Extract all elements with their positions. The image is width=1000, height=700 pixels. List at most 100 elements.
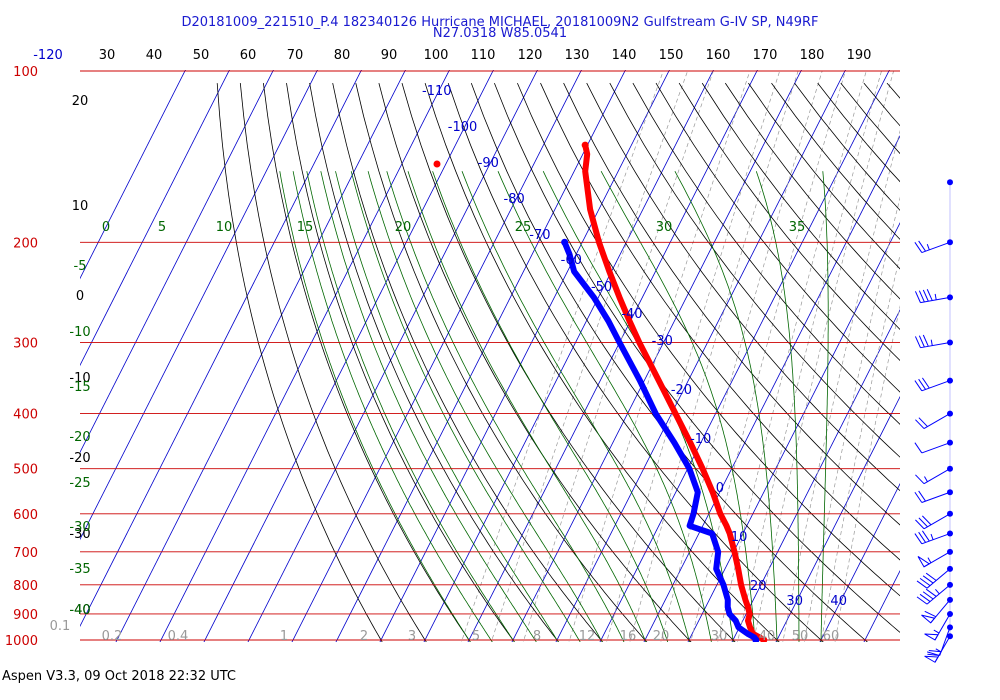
wind-barb-flag <box>922 289 929 302</box>
pressure-label: 700 <box>13 546 38 561</box>
moist-adiabat-label: 30 <box>656 220 673 235</box>
dry-adiabat-line <box>263 83 471 642</box>
temperature-profile-point <box>760 636 768 642</box>
isotherm-line <box>247 70 538 642</box>
wind-barb <box>914 289 953 304</box>
dry-adiabat-label: 0 <box>76 289 84 304</box>
isotherm-line <box>863 569 900 642</box>
isotherm-line <box>335 70 626 642</box>
dry-adiabat-label: -20 <box>69 451 90 466</box>
dry-adiabat-label: -10 <box>69 371 90 386</box>
wind-barb <box>914 239 953 254</box>
wind-barb <box>921 596 953 624</box>
wind-barb-staff <box>923 468 951 485</box>
isotherm-line <box>819 482 900 642</box>
moist-adiabat-label: 0 <box>102 220 110 235</box>
top-scale-label: 170 <box>753 48 778 63</box>
dewpoint-profile-point <box>752 636 760 642</box>
wind-barb-flag <box>925 572 937 581</box>
top-scale-label: 190 <box>847 48 872 63</box>
wind-barb-flag <box>921 515 932 526</box>
dry-adiabat-label: 10 <box>72 199 89 214</box>
isotherm-label: 10 <box>731 530 748 545</box>
mixing-ratio-line <box>629 70 799 642</box>
wind-barb-staff <box>920 296 951 304</box>
mixing-ratio-line <box>660 70 823 642</box>
wind-barb-half-flag <box>935 588 940 595</box>
wind-barb <box>914 334 953 349</box>
wind-barb <box>914 439 953 454</box>
mixing-ratio-label: 60 <box>823 629 840 644</box>
dry-adiabat-line <box>794 82 900 211</box>
moist-adiabat-line <box>407 171 647 642</box>
isotherm-label: -50 <box>591 280 612 295</box>
wind-barb-pennant <box>924 655 939 663</box>
wind-barb-flag <box>928 649 942 653</box>
wind-barb-flag <box>918 290 925 303</box>
dry-adiabat-line <box>401 82 736 642</box>
wind-barb <box>916 581 953 605</box>
dry-adiabat-label: 20 <box>72 94 89 109</box>
top-scale-label: 120 <box>518 48 543 63</box>
dry-adiabat-line <box>933 83 1000 652</box>
wind-barb-flag <box>925 588 937 597</box>
moist-adiabat-line <box>386 171 625 642</box>
wind-barb-half-flag <box>930 533 934 540</box>
wind-barb-half-flag <box>930 339 933 346</box>
mixing-ratio-line <box>820 253 900 642</box>
wind-barb-flag <box>914 336 921 348</box>
wind-barb-flag <box>924 610 937 618</box>
mixing-ratio-label: 12 <box>579 629 596 644</box>
dry-adiabat-line <box>355 83 648 642</box>
wind-barb-half-flag <box>933 629 940 634</box>
moist-adiabat-label: -20 <box>69 430 90 445</box>
wind-barb-flag <box>921 377 930 389</box>
dewpoint-profile-line <box>561 239 759 642</box>
wind-barb-flag <box>918 490 926 502</box>
moist-adiabat-label: -5 <box>74 259 87 274</box>
wind-barb-half-flag <box>927 557 932 564</box>
mixing-ratio-line <box>717 70 867 642</box>
wind-barb-flag <box>918 531 926 543</box>
wind-barb-flag <box>915 519 925 530</box>
wind-barb-flag <box>918 240 926 252</box>
mixing-ratio-line <box>803 196 900 642</box>
pressure-label: 900 <box>13 608 38 623</box>
wind-barb-half-flag <box>924 476 928 482</box>
wind-barb-flag <box>922 334 929 347</box>
wind-barb-staff <box>926 584 951 605</box>
moist-adiabat-label: 35 <box>789 220 806 235</box>
mixing-ratio-label: 8 <box>533 629 541 644</box>
moist-adiabat-label: 25 <box>515 220 532 235</box>
mixing-ratio-label: 40 <box>759 629 776 644</box>
dry-adiabat-line <box>563 82 900 526</box>
top-scale-label: 130 <box>565 48 590 63</box>
wind-barb-pennant <box>917 556 931 568</box>
isotherm-label: -30 <box>652 334 673 349</box>
wind-barb-flag <box>914 533 923 545</box>
dry-adiabat-line <box>239 83 427 642</box>
wind-barb-pennant <box>921 614 936 624</box>
pressure-label: 400 <box>13 408 38 423</box>
moist-adiabat-line <box>820 171 829 642</box>
isotherm-line <box>467 70 758 642</box>
chart-title: D20181009_221510_P.4 182340126 Hurricane… <box>181 15 819 30</box>
wind-barb-flag <box>921 530 930 542</box>
pressure-label: 1000 <box>5 634 38 649</box>
top-scale-label: 30 <box>99 48 116 63</box>
isotherm-line <box>159 70 450 642</box>
wind-barb <box>915 465 953 485</box>
wind-barb-staff <box>926 568 951 589</box>
dry-adiabat-line <box>609 82 900 458</box>
isotherm-label: -80 <box>504 192 525 207</box>
wind-barb <box>917 548 953 568</box>
footer-timestamp: Aspen V3.3, 09 Oct 2018 22:32 UTC <box>2 669 236 684</box>
mixing-ratio-label: 0.2 <box>102 629 123 644</box>
wind-barb-flag <box>918 517 928 528</box>
dry-adiabat-line <box>470 82 868 642</box>
isotherm-line <box>291 70 582 642</box>
pressure-label: 100 <box>13 65 38 80</box>
wind-barb-staff <box>923 413 951 430</box>
dry-adiabat-line <box>309 83 560 642</box>
